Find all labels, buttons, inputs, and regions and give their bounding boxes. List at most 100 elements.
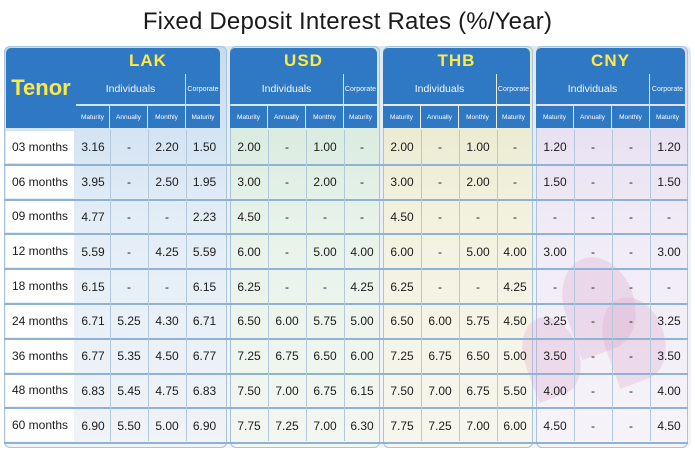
rate-cell: 3.00 bbox=[543, 244, 567, 259]
rate-cell: - bbox=[360, 209, 364, 224]
column-divider bbox=[110, 130, 111, 442]
rate-cell: 6.15 bbox=[192, 279, 217, 294]
rate-cell: 6.30 bbox=[350, 418, 374, 433]
rate-cell: - bbox=[438, 209, 442, 224]
rate-cell: 1.95 bbox=[192, 175, 217, 190]
rate-cell: 6.50 bbox=[313, 349, 337, 364]
rate-cell: - bbox=[553, 279, 557, 294]
rate-cell: 4.00 bbox=[503, 244, 527, 259]
column-divider bbox=[268, 130, 269, 442]
rate-cell: 6.71 bbox=[81, 314, 105, 329]
currency-header-lak: LAK bbox=[76, 48, 220, 74]
rate-cell: 2.00 bbox=[390, 140, 414, 155]
rate-cell: - bbox=[285, 140, 289, 155]
rate-cell: - bbox=[629, 349, 633, 364]
rate-cell: 6.25 bbox=[390, 279, 414, 294]
rate-cell: 2.50 bbox=[155, 175, 179, 190]
rate-cell: - bbox=[553, 209, 557, 224]
rate-cell: 4.25 bbox=[350, 279, 374, 294]
rate-cell: 5.00 bbox=[466, 244, 490, 259]
rate-cell: 1.50 bbox=[657, 175, 681, 190]
individuals-header: Individuals bbox=[230, 74, 343, 104]
rate-cell: - bbox=[667, 209, 671, 224]
rate-cell: - bbox=[591, 209, 595, 224]
rate-cell: 6.00 bbox=[503, 418, 527, 433]
column-header-maturity: Maturity bbox=[76, 106, 109, 128]
rate-cell: 1.20 bbox=[543, 140, 567, 155]
rate-cell: 6.50 bbox=[237, 314, 261, 329]
rate-cell: - bbox=[127, 175, 131, 190]
rate-cell: - bbox=[127, 244, 131, 259]
rate-cell: 3.25 bbox=[657, 314, 681, 329]
column-divider bbox=[459, 130, 460, 442]
rate-cell: 2.00 bbox=[313, 175, 337, 190]
rate-cell: 6.15 bbox=[350, 383, 374, 398]
rate-cell: 6.90 bbox=[81, 418, 105, 433]
column-divider bbox=[421, 130, 422, 442]
rate-cell: 5.00 bbox=[503, 349, 527, 364]
column-header-maturity: Maturity bbox=[497, 106, 530, 128]
rate-cell: 3.50 bbox=[543, 349, 567, 364]
tenor-label: 03 months bbox=[6, 131, 74, 163]
rate-cell: 6.90 bbox=[192, 418, 217, 433]
rate-cell: 3.50 bbox=[657, 349, 681, 364]
rate-cell: 6.75 bbox=[275, 349, 299, 364]
rate-cell: 6.15 bbox=[81, 279, 105, 294]
rate-cell: 7.00 bbox=[275, 383, 299, 398]
rate-cell: 6.75 bbox=[428, 349, 452, 364]
column-header-maturity: Maturity bbox=[650, 106, 685, 128]
rate-cell: 7.75 bbox=[237, 418, 261, 433]
rate-cell: 5.35 bbox=[117, 349, 141, 364]
rate-cell: 6.83 bbox=[192, 383, 217, 398]
rates-table: Tenor LAK Individuals Corporate Maturity Annu… bbox=[4, 46, 691, 448]
rate-cell: 4.00 bbox=[657, 383, 681, 398]
rate-cell: - bbox=[591, 279, 595, 294]
column-header-maturity: Maturity bbox=[383, 106, 420, 128]
row-divider bbox=[4, 303, 688, 305]
tenor-label: 18 months bbox=[6, 270, 74, 302]
column-divider bbox=[186, 130, 187, 442]
rate-cell: 7.25 bbox=[237, 349, 261, 364]
rate-cell: 3.00 bbox=[657, 244, 681, 259]
column-header-maturity: Maturity bbox=[536, 106, 573, 128]
page-title: Fixed Deposit Interest Rates (%/Year) bbox=[142, 8, 553, 35]
rate-cell: - bbox=[629, 209, 633, 224]
rate-cell: 6.77 bbox=[192, 349, 217, 364]
rate-cell: - bbox=[285, 279, 289, 294]
currency-header-thb: THB bbox=[383, 48, 530, 74]
row-divider bbox=[4, 372, 688, 375]
column-header-maturity: Maturity bbox=[186, 106, 220, 128]
rate-cell: - bbox=[629, 418, 633, 433]
rate-cell: - bbox=[438, 140, 442, 155]
rate-cell: 4.50 bbox=[503, 314, 527, 329]
column-header-monthly: Monthly bbox=[306, 106, 343, 128]
rate-cell: 6.00 bbox=[390, 244, 414, 259]
rate-cell: 7.00 bbox=[313, 418, 337, 433]
rate-cell: - bbox=[513, 209, 517, 224]
row-divider bbox=[4, 198, 688, 201]
row-divider bbox=[4, 163, 688, 166]
rate-cell: 4.30 bbox=[155, 314, 179, 329]
rate-cell: - bbox=[285, 175, 289, 190]
row-divider bbox=[4, 233, 688, 236]
tenor-label: 48 months bbox=[6, 374, 74, 407]
rate-cell: 1.20 bbox=[657, 140, 681, 155]
rate-cell: - bbox=[285, 209, 289, 224]
rate-cell: 5.50 bbox=[117, 418, 141, 433]
rate-cell: 6.71 bbox=[192, 314, 217, 329]
column-divider bbox=[650, 130, 651, 442]
column-header-monthly: Monthly bbox=[148, 106, 185, 128]
rate-cell: - bbox=[591, 244, 595, 259]
column-header-monthly: Monthly bbox=[612, 106, 649, 128]
rate-cell: 3.16 bbox=[81, 140, 105, 155]
rate-cell: - bbox=[591, 383, 595, 398]
rate-cell: 6.00 bbox=[350, 349, 374, 364]
tenor-label: 09 months bbox=[6, 200, 74, 233]
rate-cell: 4.77 bbox=[81, 209, 105, 224]
rate-cell: 4.50 bbox=[390, 209, 414, 224]
rate-cell: 2.00 bbox=[466, 175, 490, 190]
rate-cell: 7.50 bbox=[390, 383, 414, 398]
rate-cell: - bbox=[513, 140, 517, 155]
rate-cell: 3.95 bbox=[81, 175, 105, 190]
rate-cell: 4.75 bbox=[155, 383, 179, 398]
